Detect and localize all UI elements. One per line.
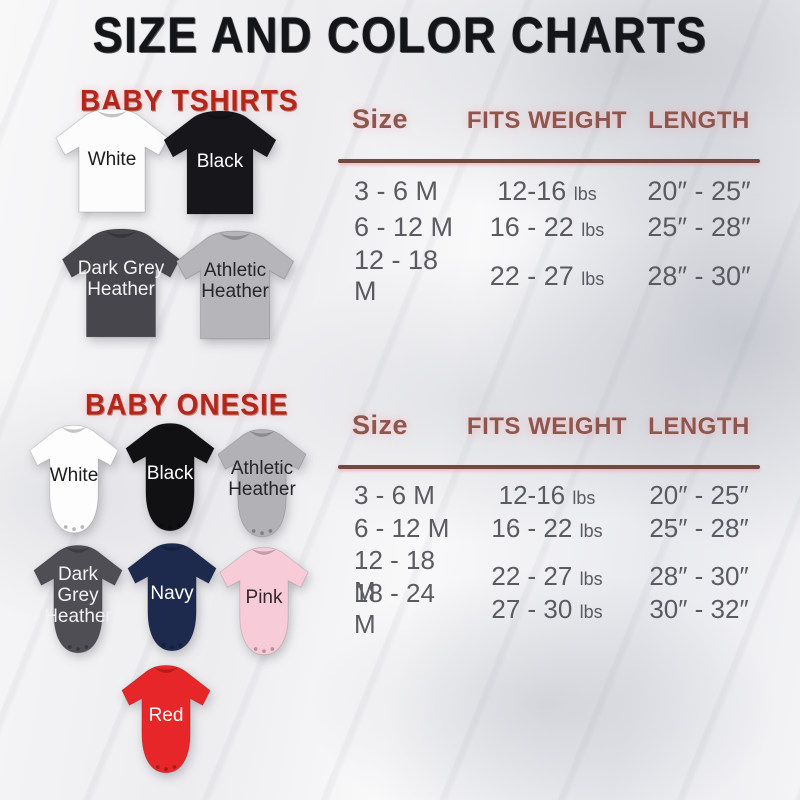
- table-row: 6 - 12 M 16 - 22 lbs 25″ - 28″: [338, 512, 760, 545]
- cell-length: 25″ - 28″: [647, 211, 751, 242]
- onesie-red: Red: [116, 658, 216, 786]
- table-row: 3 - 6 M 12-16 lbs 20″ - 25″: [338, 173, 760, 209]
- tshirt-label: Black: [196, 150, 244, 172]
- cell-length: 28″ - 30″: [647, 260, 751, 291]
- onesie-label: Pink: [245, 586, 283, 608]
- weight-unit: lbs: [579, 521, 603, 541]
- onesie-label: White: [49, 464, 99, 486]
- cell-size: 6 - 12 M: [354, 211, 454, 242]
- cell-length: 28″ - 30″: [649, 560, 749, 591]
- cell-weight: 22 - 27 lbs: [491, 560, 603, 591]
- col-header-size: Size: [352, 410, 409, 440]
- weight-unit: lbs: [573, 183, 597, 204]
- onesie-dark-grey-heather: Dark Grey Heather: [28, 538, 128, 666]
- onesie-label: Athletic Heather: [228, 458, 296, 500]
- cell-size: 3 - 6 M: [354, 480, 435, 510]
- col-header-size: Size: [352, 104, 409, 134]
- tshirt-white: White: [52, 108, 172, 214]
- table-body: 3 - 6 M 12-16 lbs 20″ - 25″ 6 - 12 M 16 …: [338, 173, 760, 307]
- onesie-size-table: Size FITS WEIGHT LENGTH 3 - 6 M 12-16 lb…: [338, 410, 760, 639]
- cell-length: 20″ - 25″: [649, 480, 749, 510]
- col-header-weight: FITS WEIGHT: [466, 413, 628, 440]
- tshirt-label: White: [87, 148, 137, 170]
- onesie-label: Red: [148, 704, 184, 726]
- onesie-white: White: [24, 418, 124, 546]
- table-header-row: Size FITS WEIGHT LENGTH: [338, 410, 760, 441]
- onesie-label: Dark Grey Heather: [44, 563, 112, 627]
- cell-size: 3 - 6 M: [354, 175, 439, 206]
- page-title: SIZE AND COLOR CHARTS: [92, 6, 708, 64]
- tshirt-dark-grey-heather: Dark Grey Heather: [58, 228, 184, 339]
- onesie-label: Navy: [150, 582, 194, 604]
- cell-length: 30″ - 32″: [649, 593, 749, 624]
- onesie-label: Black: [146, 462, 194, 484]
- table-row: 3 - 6 M 12-16 lbs 20″ - 25″: [338, 479, 760, 512]
- table-row: 12 - 18 M 22 - 27 lbs 28″ - 30″: [338, 545, 760, 606]
- cell-weight: 27 - 30 lbs: [491, 593, 603, 624]
- table-body: 3 - 6 M 12-16 lbs 20″ - 25″ 6 - 12 M 16 …: [338, 479, 760, 639]
- tshirt-athletic-heather: Athletic Heather: [172, 230, 298, 341]
- cell-size: 12 - 18 M: [354, 545, 435, 606]
- onesie-athletic-heather: Athletic Heather: [212, 422, 312, 550]
- cell-weight: 12-16 lbs: [497, 175, 597, 206]
- cell-size: 18 - 24 M: [354, 578, 435, 639]
- tshirt-label: Dark Grey Heather: [77, 258, 165, 300]
- table-row: 6 - 12 M 16 - 22 lbs 25″ - 28″: [338, 209, 760, 245]
- weight-unit: lbs: [579, 568, 603, 589]
- tshirt-black: Black: [160, 110, 280, 216]
- col-header-length: LENGTH: [648, 413, 750, 440]
- cell-weight: 16 - 22 lbs: [489, 211, 605, 242]
- table-row: 18 - 24 M 27 - 30 lbs 30″ - 32″: [338, 578, 760, 639]
- cell-length: 25″ - 28″: [649, 513, 749, 543]
- cell-size: 12 - 18 M: [354, 245, 439, 306]
- cell-length: 20″ - 25″: [647, 175, 751, 206]
- cell-weight: 16 - 22 lbs: [491, 513, 603, 543]
- onesie-section-heading: BABY ONESIE: [85, 388, 289, 421]
- onesie-black: Black: [120, 416, 220, 544]
- table-header-row: Size FITS WEIGHT LENGTH: [338, 104, 760, 135]
- weight-unit: lbs: [579, 601, 603, 622]
- col-header-weight: FITS WEIGHT: [466, 107, 628, 134]
- cell-weight: 12-16 lbs: [498, 480, 596, 510]
- tshirt-label: Athletic Heather: [201, 260, 269, 302]
- table-rule: [338, 159, 760, 163]
- weight-unit: lbs: [581, 219, 605, 240]
- col-header-length: LENGTH: [648, 107, 750, 134]
- onesie-pink: Pink: [214, 540, 314, 668]
- weight-unit: lbs: [572, 488, 596, 508]
- weight-unit: lbs: [581, 268, 605, 289]
- cell-size: 6 - 12 M: [354, 513, 450, 543]
- table-rule: [338, 465, 760, 469]
- onesie-navy: Navy: [122, 536, 222, 664]
- cell-weight: 22 - 27 lbs: [489, 260, 605, 291]
- table-row: 12 - 18 M 22 - 27 lbs 28″ - 30″: [338, 245, 760, 306]
- tshirt-size-table: Size FITS WEIGHT LENGTH 3 - 6 M 12-16 lb…: [338, 104, 760, 307]
